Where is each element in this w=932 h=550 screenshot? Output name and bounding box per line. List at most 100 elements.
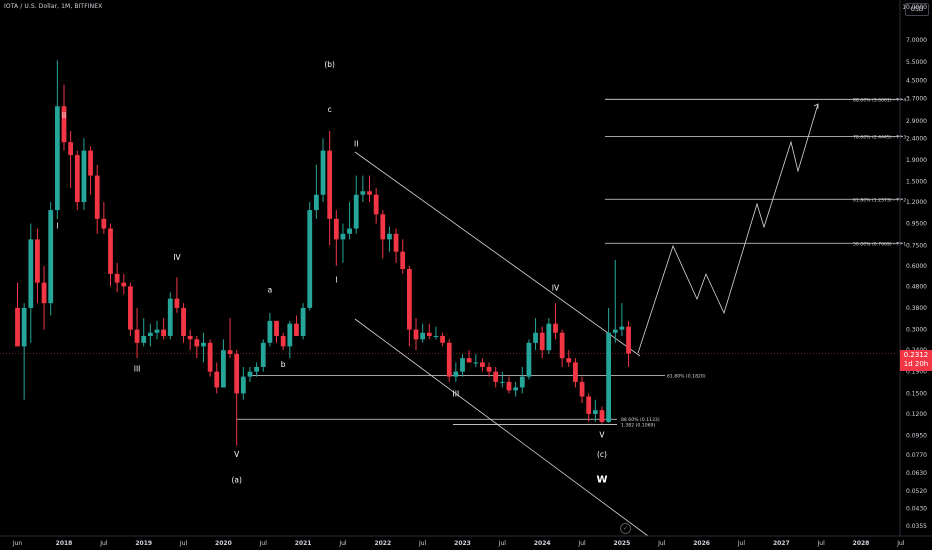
wave-label: b [281,360,286,369]
price-axis[interactable]: 10.0000 7.0000 5.5000 4.5000 3.7000 2.9000 2.4… [899,0,927,536]
price-tick-label: 2.9000 [906,118,927,125]
time-tick-label: Jul [737,540,746,547]
time-tick-label: Jul [817,540,826,547]
candle-body [214,371,220,388]
symbol-title: IOTA / U.S. Dollar, 1M, BITFINEX [4,3,103,10]
candle-body [227,350,233,355]
fib-level-label: 61.80% (0.1820) [667,374,706,380]
time-tick-label: Jul [896,540,905,547]
fib-level-label: 78.60% (2.4445) - TP 3 [853,135,906,141]
candle-body [174,298,180,308]
candle-body [393,233,399,252]
price-tick-label: 0.0630 [906,470,927,477]
candle-body [68,142,74,156]
bar-countdown: 1d 20h [903,360,929,368]
candle-body [294,323,299,336]
candle-body [88,150,93,176]
wave-label: IV [173,253,181,262]
fib-level-label: 50.00% (0.7669) - TP 1 [853,241,906,247]
time-tick-label: 2027 [773,540,790,547]
time-tick-label: 2018 [56,540,73,547]
fib-level-label: 61.80% (1.2373) - TP 2 [853,197,906,203]
candle-body [493,371,499,382]
wave-label: (b) [324,60,335,69]
candle-body [519,376,525,388]
time-tick-label: Jul [338,540,347,547]
candle-body [373,194,379,215]
candle-body [320,150,326,195]
candle-body [453,371,459,377]
candle-body [35,239,40,283]
time-tick-label: Jul [259,540,268,547]
candle-body [612,329,618,333]
candle-body [387,233,392,240]
time-tick-label: Jun [12,540,23,547]
channel-lower-line [354,318,649,537]
projection-path [637,103,819,354]
candle-body [466,358,472,363]
candle-body [307,210,313,308]
current-price-value: 0.2312 [903,351,929,359]
candle-body [327,150,333,219]
candle-body [566,358,572,363]
price-tick-label: 0.0770 [906,452,927,459]
wave-label: (a) [231,475,242,484]
candle-body [586,396,592,414]
candle-body [161,329,167,336]
wave-label: V [599,430,605,439]
candle-body [187,335,193,340]
candle-body [141,335,147,343]
price-tick-label: 0.6000 [906,263,927,270]
wave-label: IV [552,283,560,292]
candle-body [559,332,565,359]
candle-body [260,342,266,367]
time-tick-label: 2028 [853,540,870,547]
candle-body [247,371,253,377]
candle-body [234,354,240,394]
candle-body [592,410,598,414]
time-tick-label: Jul [418,540,427,547]
price-tick-label: 1.9000 [906,157,927,164]
candle-body [274,320,279,336]
price-tick-label: 0.0430 [906,505,927,512]
candle-body [440,335,445,343]
wave-label: III [134,365,141,374]
candle-body [194,339,200,347]
candle-body [406,268,412,330]
candle-body [300,307,306,336]
wave-label: V [234,450,240,459]
time-tick-label: 2022 [374,540,391,547]
wave-label: I [335,276,337,285]
price-tick-label: 1.2000 [906,199,927,206]
candle-body [400,251,406,269]
time-tick-label: 2026 [693,540,710,547]
candle-body [28,239,34,308]
candle-body [353,194,359,229]
price-tick-label: 7.0000 [906,37,927,44]
current-price-tag: 0.2312 1d 20h [900,350,932,371]
candle-body [254,366,259,372]
candle-body [506,381,512,391]
currency-button[interactable]: USD [905,3,929,16]
candle-body [101,218,107,229]
price-tick-label: 0.0355 [906,523,927,530]
candle-body [74,155,80,203]
candle-body [573,362,578,382]
candle-body [599,410,605,422]
candle-body [81,150,87,203]
candle-body [147,332,153,336]
price-tick-label: 0.7500 [906,242,927,249]
price-tick-label: 4.5000 [906,77,927,84]
candle-body [473,362,479,364]
channel-upper-line [354,151,641,357]
candle-body [360,191,366,195]
candle-body [240,376,246,394]
candle-body [154,329,160,333]
time-axis[interactable]: Jun 2018 Jul 2019 Jul 2020 Jul 2021 Jul 2022 Jul 20… [0,535,932,547]
wave-label: I [56,222,58,231]
wave-label: a [268,285,273,294]
time-tick-label: Jul [577,540,586,547]
price-tick-label: 0.0520 [906,488,927,495]
trend-channel [354,151,649,537]
